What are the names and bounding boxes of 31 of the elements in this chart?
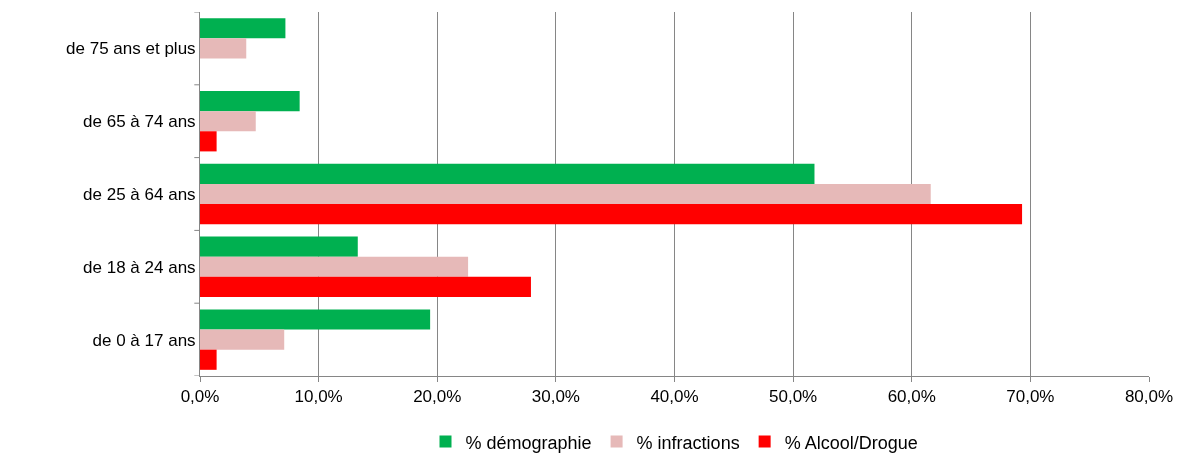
y-tick-label: de 18 à 24 ans — [83, 257, 196, 277]
y-tick-label: de 0 à 17 ans — [92, 330, 196, 350]
bar — [200, 163, 815, 184]
bar — [200, 111, 256, 132]
bar — [200, 276, 531, 298]
x-tick-label: 0,0% — [180, 387, 220, 407]
legend-label: % Alcool/Drogue — [784, 432, 918, 453]
x-tick-label: 10,0% — [294, 387, 343, 407]
x-tick-label: 70,0% — [1006, 387, 1055, 407]
bar — [200, 183, 931, 205]
y-tick-label: de 65 à 74 ans — [83, 112, 196, 132]
y-tick-label: de 75 ans et plus — [66, 39, 196, 59]
x-tick-label: 30,0% — [531, 387, 580, 407]
bar — [200, 309, 431, 330]
legend-label: % infractions — [636, 432, 740, 453]
bar — [200, 204, 1023, 225]
bar — [200, 236, 358, 257]
bar — [200, 256, 469, 277]
bar — [200, 18, 286, 39]
x-tick-label: 60,0% — [887, 387, 936, 407]
x-tick-label: 80,0% — [1124, 387, 1174, 407]
bar — [200, 90, 300, 112]
x-tick-label: 50,0% — [769, 387, 818, 407]
bar — [200, 329, 285, 350]
y-tick-label: de 25 à 64 ans — [83, 184, 196, 204]
x-tick-label: 40,0% — [650, 387, 699, 407]
bar — [200, 38, 247, 59]
bar — [200, 349, 217, 370]
bar — [200, 131, 217, 152]
x-tick-label: 20,0% — [413, 387, 462, 407]
legend-label: % démographie — [465, 432, 592, 453]
